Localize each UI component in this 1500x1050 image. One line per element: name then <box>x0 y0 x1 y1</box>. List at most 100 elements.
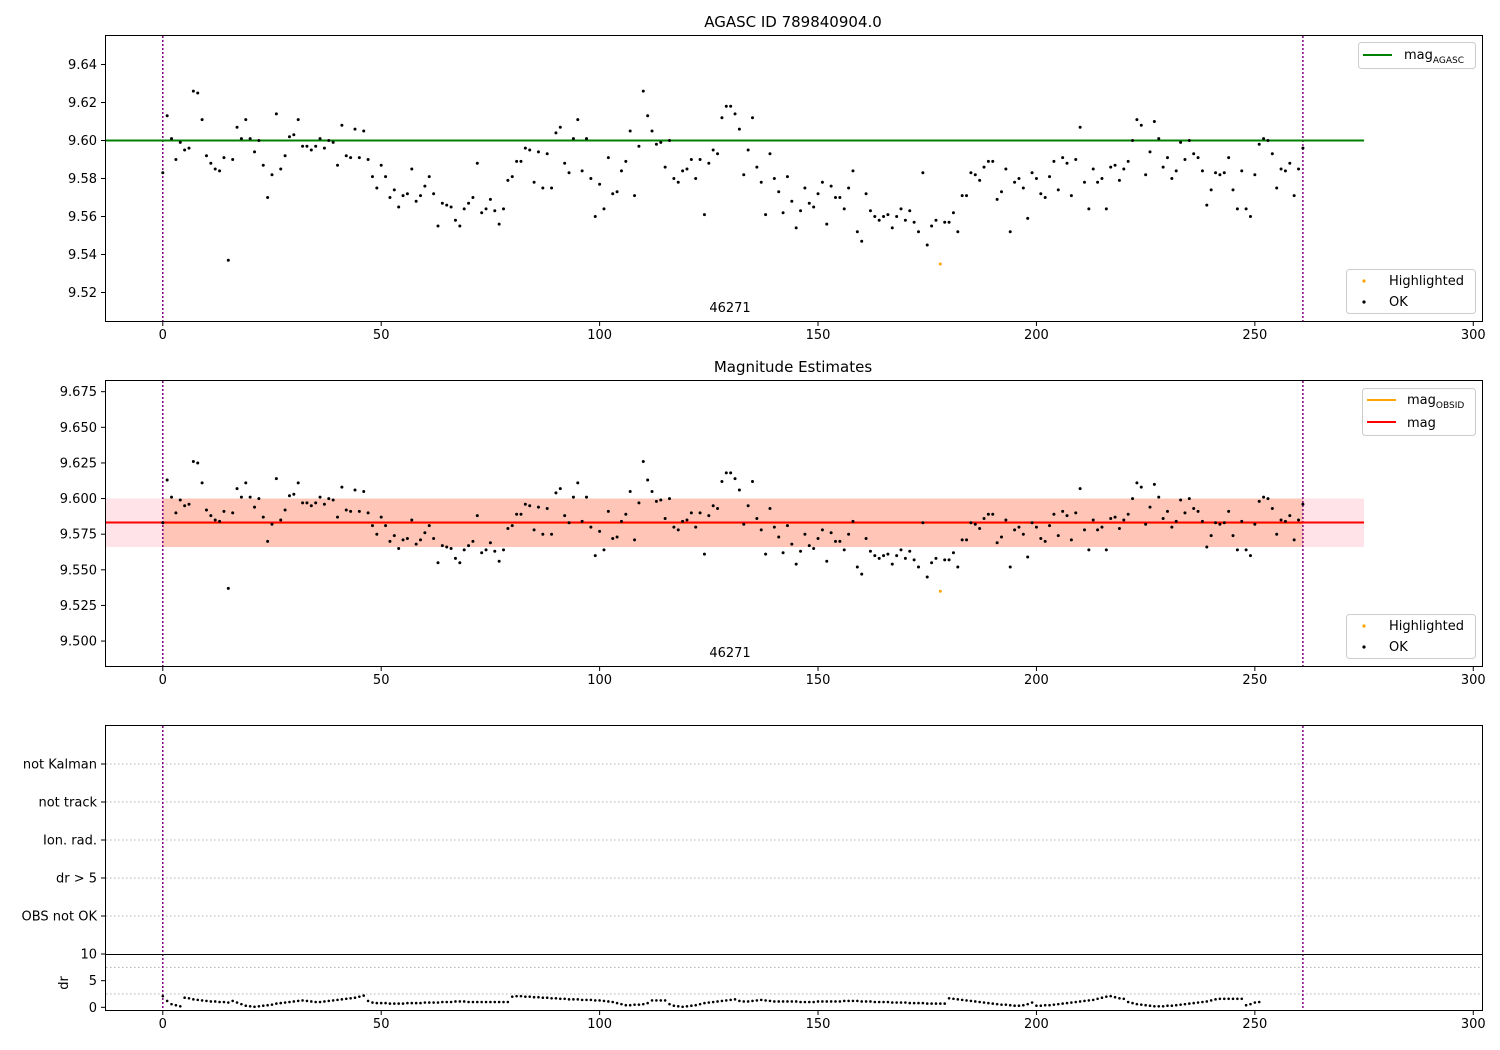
dr-point <box>598 999 601 1002</box>
dr-point <box>746 1000 750 1003</box>
dr-point <box>812 1000 815 1004</box>
dr-point <box>410 1001 414 1005</box>
estimates-ok-point <box>1275 532 1279 536</box>
dr-point <box>1100 996 1104 1000</box>
agasc-ok-point <box>440 201 444 205</box>
agasc-ok-point <box>1061 156 1065 160</box>
dr-point <box>655 999 658 1002</box>
dr-point <box>751 999 754 1003</box>
estimates-ok-point <box>576 481 580 485</box>
agasc-ok-point <box>1043 196 1047 199</box>
agasc-ok-point <box>344 154 348 158</box>
estimates-ok-point <box>384 524 388 528</box>
dr-point <box>257 1004 261 1008</box>
dr-point <box>1161 1004 1165 1008</box>
estimates-ok-point <box>174 511 178 515</box>
panel-agasc-legend-points: Highlighted OK <box>1346 269 1476 314</box>
agasc-highlighted-point <box>938 262 942 266</box>
estimates-ok-point <box>1279 518 1283 522</box>
estimates-ok-point <box>445 545 449 549</box>
agasc-ok-point <box>532 180 536 184</box>
dr-point <box>698 1002 702 1006</box>
agasc-ok-point <box>1297 167 1301 171</box>
estimates-ok-point <box>296 481 300 485</box>
estimates-ok-point <box>362 489 366 493</box>
agasc-ok-point <box>668 139 672 142</box>
dr-point <box>1139 1003 1143 1006</box>
estimates-ok-point <box>589 525 593 529</box>
estimates-ok-point <box>318 495 322 499</box>
estimates-ok-point <box>812 546 816 550</box>
estimates-ok-point <box>925 575 929 579</box>
agasc-ok-point <box>375 186 379 190</box>
legend-ok-label: OK <box>1389 640 1408 655</box>
estimates-ok-point <box>930 561 934 565</box>
estimates-ok-point <box>1017 525 1021 529</box>
agasc-ok-point <box>593 215 597 218</box>
agasc-ok-point <box>292 133 296 137</box>
estimates-ytick-label: 9.625 <box>60 456 97 471</box>
dr-point <box>532 995 536 999</box>
agasc-ok-point <box>515 159 519 163</box>
dr-point <box>1048 1003 1051 1007</box>
estimates-ok-point <box>239 495 243 499</box>
flag-category-label: Ion. rad. <box>43 834 97 849</box>
dr-point <box>1105 995 1108 998</box>
legend-highlighted-label: Highlighted <box>1389 274 1464 289</box>
estimates-ok-point <box>226 586 230 590</box>
estimates-ok-point <box>248 495 252 499</box>
agasc-ok-point <box>1026 216 1030 220</box>
estimates-ok-point <box>956 565 960 569</box>
legend-box <box>1346 614 1476 659</box>
estimates-ok-point <box>676 528 680 532</box>
estimates-ok-point <box>1179 498 1183 502</box>
agasc-ok-point <box>1231 188 1235 192</box>
estimates-ok-point <box>305 501 309 505</box>
dr-point <box>506 1000 510 1004</box>
estimates-ok-point <box>873 554 877 558</box>
panel-estimates-frame <box>105 380 1483 667</box>
estimates-ok-point <box>602 548 606 552</box>
estimates-ok-point <box>388 539 392 543</box>
agasc-ok-point <box>270 173 274 177</box>
dr-point <box>510 995 514 998</box>
estimates-ok-point <box>716 507 720 511</box>
agasc-ok-point <box>405 192 409 196</box>
estimates-ok-point <box>593 554 597 558</box>
agasc-ok-point <box>283 154 287 158</box>
dr-point <box>467 1000 470 1004</box>
dr-point <box>213 1000 217 1003</box>
agasc-ok-point <box>1227 156 1231 160</box>
dr-point <box>1122 997 1126 1001</box>
estimates-ok-point <box>270 522 274 526</box>
estimates-ok-point <box>1139 485 1143 489</box>
agasc-ok-point <box>951 211 955 215</box>
dr-point <box>200 999 204 1002</box>
estimates-ok-point <box>1008 565 1012 569</box>
agasc-ok-point <box>602 207 606 211</box>
estimates-ok-point <box>309 504 313 508</box>
dr-point <box>393 1002 396 1005</box>
dr-point <box>318 1000 322 1004</box>
estimates-ok-point <box>746 504 750 508</box>
dr-point <box>445 1000 449 1004</box>
dr-point <box>1065 1001 1069 1005</box>
dr-point <box>685 1004 689 1008</box>
estimates-ok-point <box>327 497 331 501</box>
agasc-xtick-label: 0 <box>159 328 167 343</box>
agasc-ok-point <box>816 192 820 196</box>
dr-point <box>764 999 767 1002</box>
estimates-ok-point <box>755 517 759 521</box>
estimates-ok-point <box>366 511 370 515</box>
agasc-ok-point <box>1248 215 1252 218</box>
agasc-ok-point <box>1170 177 1174 180</box>
agasc-xtick-label: 200 <box>1024 328 1049 343</box>
estimates-ok-point <box>1214 521 1218 525</box>
dr-point <box>899 1001 903 1004</box>
estimates-ok-point <box>401 538 405 542</box>
agasc-ok-point <box>646 114 650 118</box>
estimates-ok-point <box>244 481 248 485</box>
dr-point <box>174 1003 178 1007</box>
agasc-ok-point <box>165 114 169 118</box>
estimates-ok-point <box>1135 481 1139 485</box>
